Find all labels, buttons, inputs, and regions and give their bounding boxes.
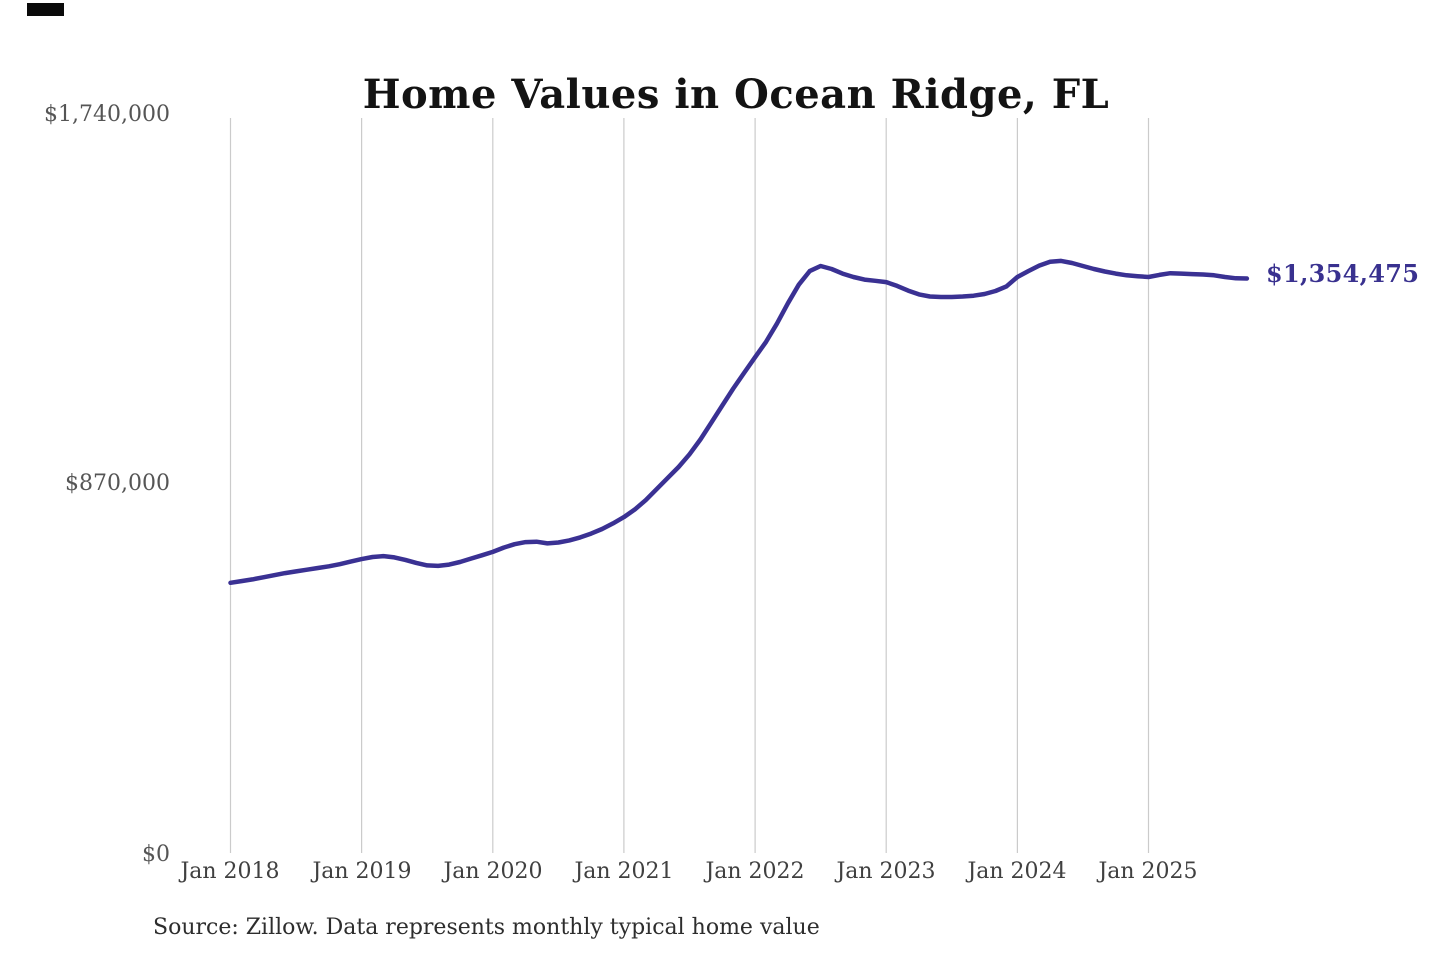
x-axis-tick-jan-2023: Jan 2023 [836,859,936,884]
source-note: Source: Zillow. Data represents monthly … [153,915,820,940]
x-axis-tick-jan-2019: Jan 2019 [312,859,412,884]
x-axis-tick-jan-2020: Jan 2020 [443,859,543,884]
x-axis-tick-jan-2021: Jan 2021 [574,859,674,884]
x-axis-tick-jan-2022: Jan 2022 [705,859,805,884]
y-axis-tick-870000: $870,000 [65,471,170,496]
current-value-label: $1,354,475 [1266,259,1420,288]
y-axis-tick-0: $0 [142,842,170,867]
x-axis-tick-jan-2018: Jan 2018 [180,859,280,884]
home-value-series-line [228,258,1250,586]
x-axis-tick-jan-2024: Jan 2024 [967,859,1067,884]
chart-title: Home Values in Ocean Ridge, FL [362,70,1110,118]
x-axis-tick-jan-2025: Jan 2025 [1098,859,1198,884]
y-axis-tick-1740000: $1,740,000 [44,102,170,127]
screenshot-corner-artifact [27,3,64,16]
